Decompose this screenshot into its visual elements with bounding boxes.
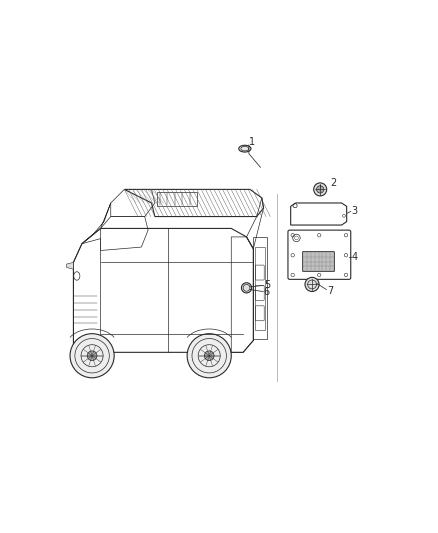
- Text: 3: 3: [351, 206, 357, 216]
- Circle shape: [314, 183, 327, 196]
- Ellipse shape: [239, 146, 251, 152]
- Text: 1: 1: [249, 137, 255, 147]
- Text: 6: 6: [264, 287, 270, 297]
- Polygon shape: [67, 262, 74, 269]
- Circle shape: [305, 277, 319, 292]
- Circle shape: [241, 282, 251, 293]
- Circle shape: [317, 185, 324, 193]
- Circle shape: [187, 334, 231, 378]
- FancyBboxPatch shape: [303, 252, 335, 271]
- Text: 4: 4: [351, 252, 357, 262]
- Circle shape: [87, 351, 97, 361]
- Circle shape: [70, 334, 114, 378]
- Text: 5: 5: [264, 280, 270, 290]
- Text: 7: 7: [327, 286, 333, 296]
- Text: 2: 2: [331, 177, 337, 188]
- Circle shape: [205, 351, 214, 361]
